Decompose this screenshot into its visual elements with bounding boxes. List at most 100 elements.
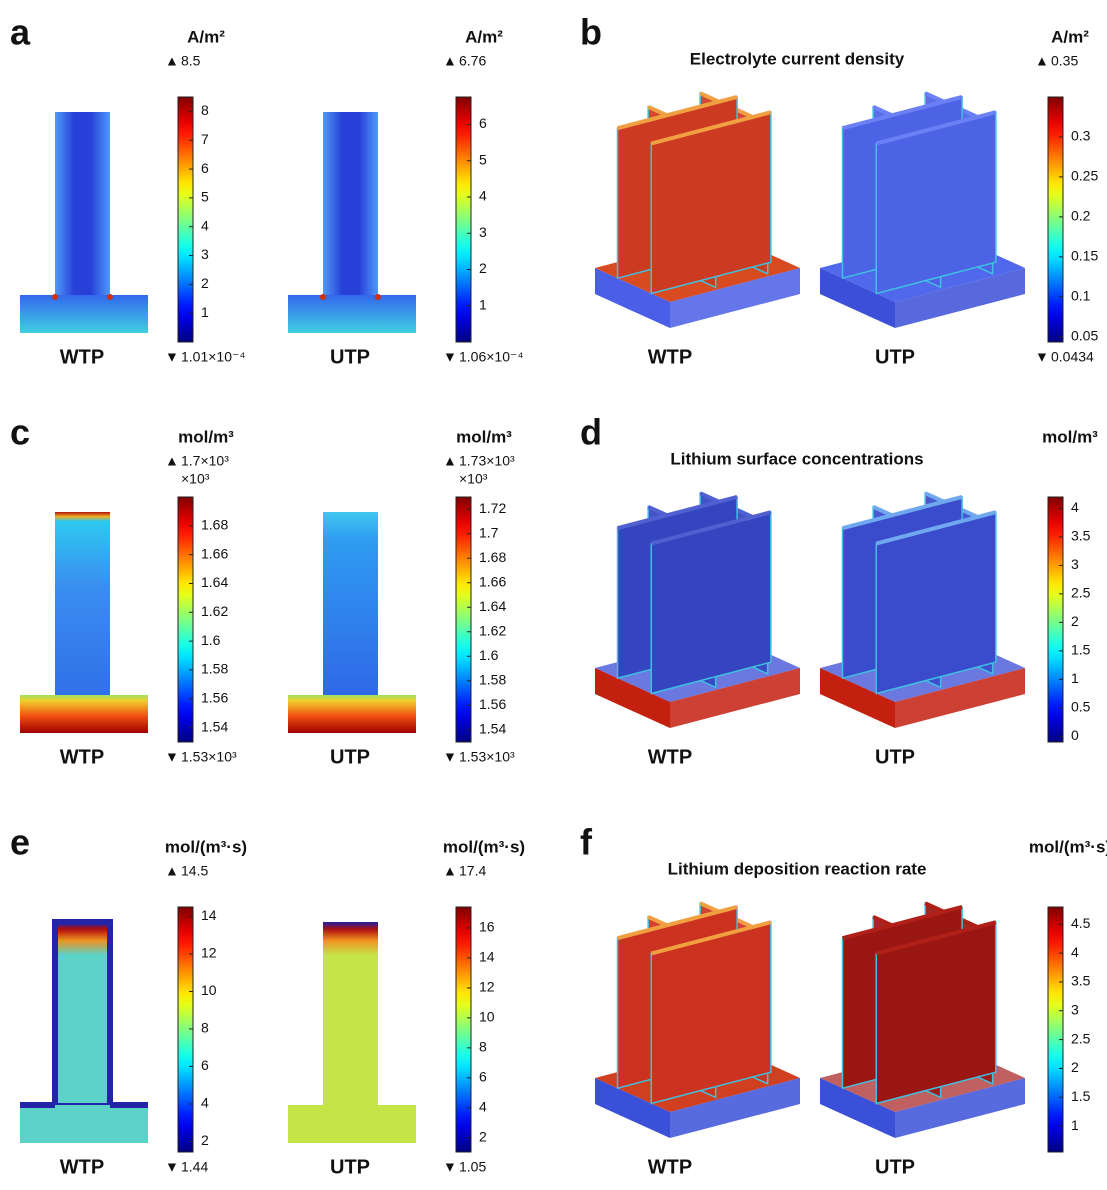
tick-label: 1.68 — [201, 517, 228, 533]
tick-label: 8 — [479, 1039, 487, 1055]
min-marker: ▼ — [443, 749, 457, 765]
cell-render — [595, 903, 800, 1138]
colorbar-unit: A/m² — [187, 27, 225, 46]
min-label: 0.0434 — [1051, 349, 1094, 365]
max-marker: ▲ — [443, 863, 457, 879]
min-label: 1.53×10³ — [181, 749, 237, 765]
tick-label: 0.15 — [1071, 248, 1098, 264]
tick-label: 1.54 — [201, 718, 228, 734]
min-label: 1.53×10³ — [459, 749, 515, 765]
tick-label: 0.3 — [1071, 128, 1091, 144]
panel-title: Electrolyte current density — [690, 49, 905, 68]
tick-label: 2 — [201, 275, 209, 291]
min-marker: ▼ — [443, 1159, 457, 1175]
map-stem — [323, 922, 378, 1106]
tick-label: 7 — [201, 131, 209, 147]
colorbar — [1048, 497, 1063, 742]
tick-label: 1.68 — [479, 549, 506, 565]
tick-label: 6 — [201, 1057, 209, 1073]
tick-label: 1.7 — [479, 524, 499, 540]
tick-label: 4 — [201, 217, 209, 233]
panel-title: Lithium surface concentrations — [670, 449, 923, 468]
max-marker: ▲ — [443, 453, 457, 469]
colorbar-unit: A/m² — [465, 27, 503, 46]
colorbar — [178, 97, 193, 342]
tick-label: 1.66 — [201, 545, 228, 561]
tick-label: 5 — [201, 189, 209, 205]
sample-label: UTP — [875, 746, 915, 768]
min-label: 1.01×10⁻⁴ — [181, 349, 245, 365]
sample-label: UTP — [875, 1156, 915, 1178]
figure: aA/m²▲8.5▼1.01×10⁻⁴12345678WTPA/m²▲6.76▼… — [0, 0, 1107, 1190]
min-marker: ▼ — [165, 749, 179, 765]
tick-label: 1.56 — [479, 696, 506, 712]
map-base — [20, 295, 148, 333]
tick-label: 10 — [201, 982, 217, 998]
hot-spot — [52, 294, 58, 300]
tick-label: 1.6 — [201, 632, 221, 648]
tick-label: 2 — [201, 1132, 209, 1148]
colorbar-unit: mol/(m³·s) — [443, 837, 525, 856]
tick-label: 1.58 — [479, 671, 506, 687]
max-marker: ▲ — [165, 863, 179, 879]
tick-label: 1.54 — [479, 720, 506, 736]
colorbar — [178, 907, 193, 1152]
tick-label: 5 — [479, 151, 487, 167]
colorbar — [1048, 907, 1063, 1152]
max-label: 1.73×10³ — [459, 453, 515, 469]
max-label: 1.7×10³ — [181, 453, 229, 469]
tick-label: 0.5 — [1071, 699, 1091, 715]
tick-label: 1.66 — [479, 573, 506, 589]
tick-label: 14 — [201, 907, 217, 923]
tick-label: 1.62 — [201, 603, 228, 619]
tick-label: 1.6 — [479, 647, 499, 663]
min-label: 1.06×10⁻⁴ — [459, 349, 523, 365]
max-marker: ▲ — [165, 53, 179, 69]
tick-label: 3 — [201, 246, 209, 262]
max-label: 6.76 — [459, 53, 486, 69]
tick-label: 1.58 — [201, 661, 228, 677]
map-base — [288, 295, 416, 333]
tick-label: 12 — [201, 945, 217, 961]
colorbar — [178, 497, 193, 742]
map-stem — [323, 112, 378, 296]
colorbar-unit: mol/(m³·s) — [165, 837, 247, 856]
cell-render — [820, 903, 1025, 1138]
tick-label: 2.5 — [1071, 1030, 1091, 1046]
sample-label: WTP — [648, 1156, 692, 1178]
map-stem — [55, 922, 110, 1106]
tick-label: 2.5 — [1071, 585, 1091, 601]
colorbar-unit: mol/m³ — [456, 427, 512, 446]
sample-label: UTP — [330, 346, 370, 368]
sample-label: WTP — [60, 746, 104, 768]
tick-label: 6 — [479, 1069, 487, 1085]
tick-label: 1.64 — [479, 598, 506, 614]
tick-label: 3.5 — [1071, 973, 1091, 989]
colorbar — [1048, 97, 1063, 342]
colorbar-unit: mol/m³ — [178, 427, 234, 446]
field-map — [288, 112, 416, 333]
tick-label: 10 — [479, 1009, 495, 1025]
min-label: 1.05 — [459, 1159, 486, 1175]
sample-label: UTP — [330, 746, 370, 768]
sample-label: UTP — [330, 1156, 370, 1178]
tick-label: 1 — [1071, 1117, 1079, 1133]
map-stem — [55, 112, 110, 296]
field-map — [20, 512, 148, 733]
tick-label: 16 — [479, 919, 495, 935]
min-marker: ▼ — [443, 349, 457, 365]
tick-label: 1 — [479, 296, 487, 312]
tick-label: 1 — [1071, 670, 1079, 686]
panel-letter: e — [10, 822, 30, 863]
colorbar-unit: mol/m³ — [1042, 427, 1098, 446]
cell-render — [820, 493, 1025, 728]
colorbar-unit: mol/(m³·s) — [1029, 837, 1107, 856]
hot-spot — [320, 294, 326, 300]
panel-letter: a — [10, 12, 31, 53]
tick-label: 4 — [201, 1095, 209, 1111]
panel-letter: b — [580, 12, 602, 53]
tick-label: 8 — [201, 102, 209, 118]
tick-label: 1.5 — [1071, 642, 1091, 658]
field-map — [288, 922, 416, 1143]
tick-label: 4 — [479, 1098, 487, 1114]
